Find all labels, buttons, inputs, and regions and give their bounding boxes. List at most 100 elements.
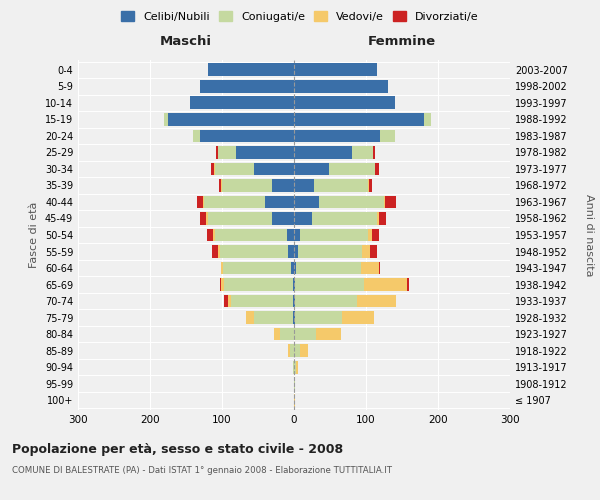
Bar	[208, 64, 294, 76]
Bar	[294, 146, 373, 159]
Bar	[291, 262, 294, 274]
Bar	[294, 245, 377, 258]
Text: Femmine: Femmine	[368, 36, 436, 49]
Bar	[294, 228, 368, 241]
Bar	[207, 228, 294, 241]
Bar	[294, 196, 319, 208]
Bar	[294, 179, 372, 192]
Bar	[224, 278, 294, 291]
Bar	[294, 162, 379, 175]
Bar	[294, 278, 295, 291]
Bar	[294, 328, 316, 340]
Bar	[219, 179, 294, 192]
Bar	[212, 245, 294, 258]
Bar	[294, 344, 308, 357]
Bar	[294, 294, 396, 308]
Bar	[193, 130, 294, 142]
Bar	[294, 228, 300, 241]
Bar	[290, 344, 294, 357]
Bar	[294, 377, 295, 390]
Bar	[294, 96, 395, 110]
Bar	[222, 179, 294, 192]
Bar	[294, 146, 352, 159]
Bar	[294, 196, 384, 208]
Bar	[215, 162, 294, 175]
Bar	[294, 130, 395, 142]
Bar	[220, 278, 294, 291]
Bar	[294, 80, 388, 93]
Bar	[215, 228, 294, 241]
Bar	[294, 262, 380, 274]
Bar	[287, 228, 294, 241]
Bar	[254, 311, 294, 324]
Bar	[294, 360, 298, 374]
Bar	[294, 360, 296, 374]
Bar	[218, 146, 294, 159]
Bar	[294, 394, 295, 406]
Bar	[204, 196, 294, 208]
Bar	[294, 146, 373, 159]
Bar	[208, 212, 294, 225]
Bar	[293, 294, 294, 308]
Bar	[294, 228, 372, 241]
Bar	[223, 262, 294, 274]
Bar	[294, 212, 386, 225]
Bar	[164, 113, 294, 126]
Y-axis label: Anni di nascita: Anni di nascita	[584, 194, 595, 276]
Bar	[294, 179, 368, 192]
Text: Popolazione per età, sesso e stato civile - 2008: Popolazione per età, sesso e stato civil…	[12, 442, 343, 456]
Bar	[200, 80, 294, 93]
Bar	[221, 278, 294, 291]
Bar	[293, 278, 294, 291]
Bar	[265, 196, 294, 208]
Bar	[294, 146, 376, 159]
Bar	[294, 64, 377, 76]
Bar	[221, 262, 294, 274]
Bar	[294, 278, 407, 291]
Bar	[294, 113, 424, 126]
Bar	[200, 212, 294, 225]
Bar	[216, 146, 294, 159]
Text: COMUNE DI BALESTRATE (PA) - Dati ISTAT 1° gennaio 2008 - Elaborazione TUTTITALIA: COMUNE DI BALESTRATE (PA) - Dati ISTAT 1…	[12, 466, 392, 475]
Bar	[294, 328, 341, 340]
Bar	[294, 212, 379, 225]
Bar	[294, 162, 376, 175]
Bar	[247, 311, 294, 324]
Bar	[274, 328, 294, 340]
Bar	[293, 360, 294, 374]
Bar	[211, 162, 294, 175]
Bar	[190, 96, 294, 110]
Bar	[218, 146, 294, 159]
Bar	[236, 146, 294, 159]
Bar	[200, 130, 294, 142]
Bar	[294, 245, 362, 258]
Bar	[288, 344, 294, 357]
Bar	[294, 278, 409, 291]
Bar	[294, 278, 364, 291]
Bar	[197, 196, 294, 208]
Bar	[294, 245, 298, 258]
Bar	[280, 328, 294, 340]
Bar	[294, 212, 377, 225]
Bar	[228, 294, 294, 308]
Bar	[206, 212, 294, 225]
Bar	[254, 162, 294, 175]
Bar	[294, 196, 396, 208]
Text: Maschi: Maschi	[160, 36, 212, 49]
Bar	[294, 228, 379, 241]
Bar	[294, 262, 379, 274]
Bar	[294, 377, 295, 390]
Bar	[294, 130, 380, 142]
Bar	[294, 196, 385, 208]
Bar	[168, 113, 294, 126]
Bar	[294, 245, 370, 258]
Bar	[294, 294, 295, 308]
Bar	[214, 162, 294, 175]
Legend: Celibi/Nubili, Coniugati/e, Vedovi/e, Divorziati/e: Celibi/Nubili, Coniugati/e, Vedovi/e, Di…	[118, 8, 482, 25]
Bar	[272, 179, 294, 192]
Bar	[272, 212, 294, 225]
Bar	[293, 311, 294, 324]
Bar	[294, 294, 356, 308]
Bar	[203, 196, 294, 208]
Bar	[221, 179, 294, 192]
